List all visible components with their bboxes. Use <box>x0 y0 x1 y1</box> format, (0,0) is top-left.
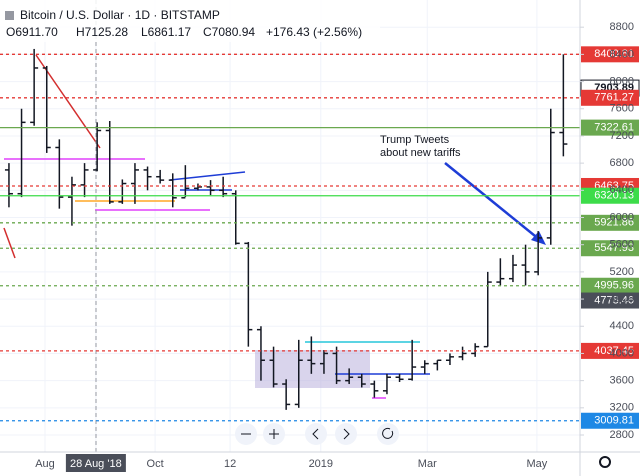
scroll-left[interactable] <box>305 423 327 445</box>
level-label-bg <box>581 89 639 106</box>
symbol-icon <box>5 11 14 20</box>
y-tick-label: 3600 <box>610 375 634 387</box>
y-tick-label: 6000 <box>610 211 634 223</box>
x-tick-label: 28 Aug '18 <box>70 458 122 470</box>
level-label: 3009.81 <box>594 415 634 427</box>
level-label: 8400.81 <box>594 48 634 60</box>
level-label: 5921.86 <box>594 217 634 229</box>
y-tick-label: 4800 <box>610 293 634 305</box>
x-tick-label: Oct <box>147 458 164 470</box>
controls <box>235 423 611 468</box>
level-label-bg <box>581 277 639 294</box>
level-label: 4995.96 <box>594 280 634 292</box>
y-tick-label: 4400 <box>610 320 634 332</box>
y-tick-label: 5600 <box>610 239 634 251</box>
ohlc-close: C7080.94 <box>203 25 255 39</box>
y-tick-label: 8800 <box>610 21 634 33</box>
y-tick-label: 6400 <box>610 184 634 196</box>
icon <box>382 427 394 439</box>
y-tick-label: 8400 <box>610 48 634 60</box>
level-label-bg <box>581 119 639 136</box>
icon <box>269 429 279 439</box>
level-label: 5547.93 <box>594 242 634 254</box>
bars <box>4 48 568 410</box>
x-tick-label: May <box>527 458 548 470</box>
y-tick-label: 6800 <box>610 157 634 169</box>
ohlc-change: +176.43 (+2.56%) <box>266 25 362 39</box>
y-tick-label: 5200 <box>610 266 634 278</box>
annotation-text: about new tariffs <box>380 147 461 159</box>
annotation-arrow <box>444 162 541 241</box>
level-label-bg <box>581 342 639 359</box>
level-label: 4037.45 <box>594 345 634 357</box>
x-tick-label: Mar <box>418 458 437 470</box>
level-label-bg <box>581 187 639 204</box>
x-tick-label: 2019 <box>309 458 333 470</box>
icon <box>343 428 350 440</box>
annotation-text: Trump Tweets <box>380 134 450 146</box>
level-label: 6320.13 <box>594 190 634 202</box>
x-tick-label: Aug <box>35 458 55 470</box>
ohlc-open: O6911.70 <box>6 25 58 39</box>
settings[interactable] <box>599 456 611 468</box>
scroll-right[interactable] <box>335 423 357 445</box>
x-tick-label: 12 <box>224 458 236 470</box>
level-label-bg <box>581 292 639 309</box>
level-label-bg <box>581 240 639 257</box>
ohlc-high: H7125.28 <box>76 25 128 39</box>
trend-line <box>169 171 246 181</box>
y-tick-label: 7600 <box>610 103 634 115</box>
level-label: 7322.61 <box>594 122 634 134</box>
level-label-bg <box>581 214 639 231</box>
reset[interactable] <box>377 423 399 445</box>
y-tick-label: 4000 <box>610 347 634 359</box>
level-label-bg <box>581 46 639 63</box>
icon <box>312 428 319 440</box>
level-label-bg <box>581 412 639 429</box>
symbol[interactable]: Bitcoin / U.S. Dollar · 1D · BITSTAMP <box>20 8 220 22</box>
levels: 8400.817903.897761.277322.616463.756320.… <box>0 46 640 429</box>
range-box <box>255 350 370 388</box>
y-tick-label: 2800 <box>610 429 634 441</box>
axes: 2800 3200 3600 4000 4400 4800 5200 5600 6000 6400… <box>35 21 634 472</box>
trend-line <box>3 227 16 259</box>
ohlc-low: L6861.17 <box>141 25 191 39</box>
y-tick-label: 7200 <box>610 130 634 142</box>
level-label: 7761.27 <box>594 92 634 104</box>
level-label: 4778.46 <box>594 294 634 306</box>
y-tick-label: 3200 <box>610 402 634 414</box>
header-bg <box>0 0 380 42</box>
y-tick-label: 8000 <box>610 75 634 87</box>
crosshair-label-bg <box>65 454 126 472</box>
